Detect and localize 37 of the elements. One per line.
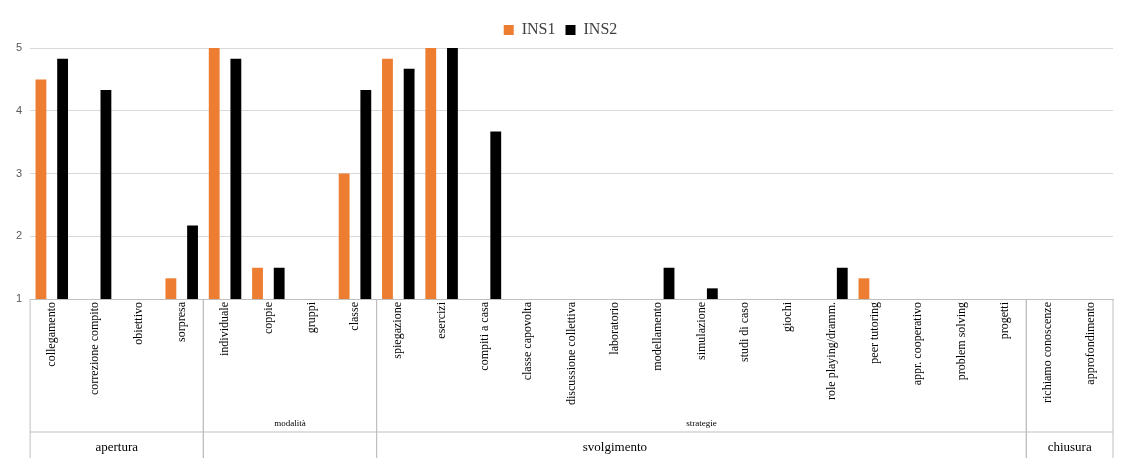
- x-tick-label: simulazione: [693, 302, 708, 361]
- x-tick-label: problem solving: [953, 302, 968, 381]
- text: chiusura: [1047, 439, 1092, 455]
- text: svolgimento: [582, 439, 648, 455]
- y-tick-label: 2: [15, 229, 23, 242]
- text: modalità: [274, 418, 306, 429]
- y-tick-label: 4: [15, 103, 23, 116]
- legend-label: INS2: [583, 20, 618, 38]
- x-tick-label: collegamento: [43, 302, 58, 367]
- x-tick-label: laboratorio: [607, 302, 622, 355]
- x-tick-label: appr. cooperativo: [910, 302, 925, 386]
- x-tick-label: discussione collettiva: [563, 301, 578, 406]
- x-tick-label: peer tutoring: [866, 302, 881, 364]
- x-tick-label: giochi: [780, 301, 795, 333]
- x-tick-label: role playing/dramm.: [823, 302, 838, 401]
- x-tick-label: progetti: [996, 301, 1011, 340]
- x-tick-label: modellamento: [650, 302, 665, 371]
- x-tick-label: correzione compito: [87, 302, 102, 395]
- x-tick-label: individuale: [217, 302, 232, 357]
- x-tick-label: sorpresa: [173, 301, 188, 343]
- x-tick-label: compiti a casa: [477, 301, 492, 371]
- legend-label: INS1: [521, 20, 556, 38]
- x-tick-label: obiettivo: [130, 302, 145, 345]
- x-tick-label: classe: [347, 302, 362, 331]
- y-tick-label: 3: [15, 166, 23, 179]
- text: strategie: [686, 418, 717, 429]
- x-tick-label: studi di caso: [736, 302, 751, 363]
- y-tick-label: 5: [15, 41, 23, 54]
- x-tick-label: classe capovolta: [520, 301, 535, 381]
- x-tick-label: gruppi: [303, 301, 318, 334]
- x-tick-label: richiamo conoscenze: [1040, 302, 1055, 403]
- x-tick-label: spiegazione: [390, 302, 405, 359]
- x-tick-label: esercizi: [433, 301, 448, 339]
- y-tick-label: 1: [15, 292, 23, 305]
- text: apertura: [95, 439, 139, 455]
- x-tick-label: coppie: [260, 302, 275, 335]
- x-tick-label: approfondimento: [1083, 302, 1098, 385]
